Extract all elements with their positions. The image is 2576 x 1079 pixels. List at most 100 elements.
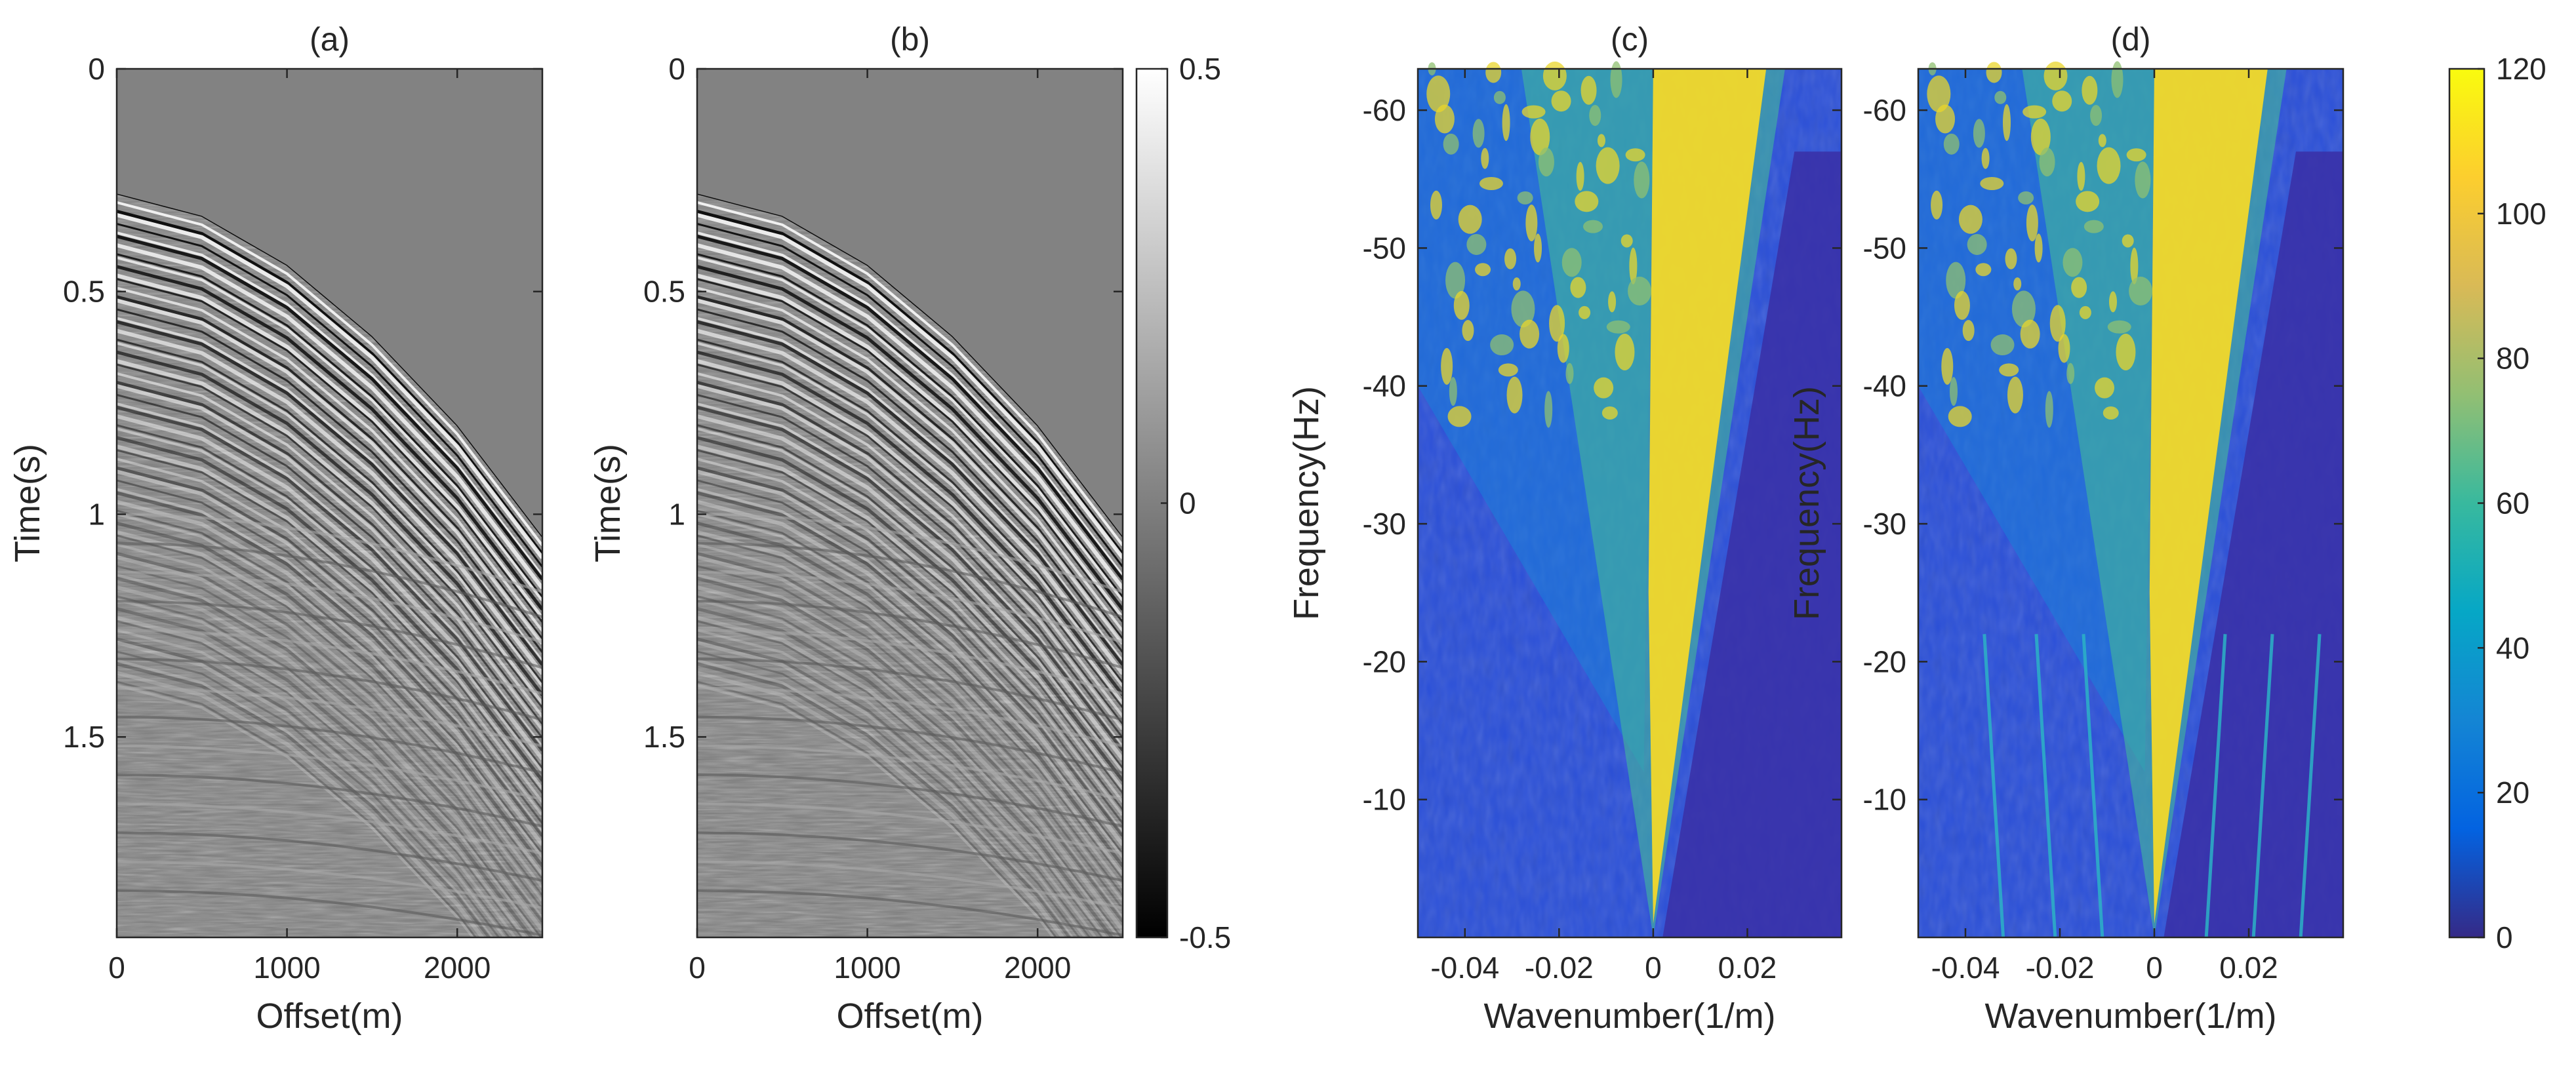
reflection-event bbox=[117, 363, 542, 709]
deep-event bbox=[117, 744, 542, 801]
spectral-speck bbox=[2076, 191, 2100, 212]
deep-event bbox=[697, 570, 1123, 644]
spectral-speck bbox=[2058, 334, 2070, 363]
y-tick-label: 0 bbox=[668, 52, 685, 86]
reflection-event bbox=[117, 444, 542, 791]
reflection-event bbox=[117, 521, 542, 867]
spectral-speck bbox=[1462, 320, 1474, 342]
reflection-event bbox=[117, 466, 542, 812]
spectral-speck bbox=[2098, 134, 2106, 147]
y-axis-label: Frequency(Hz) bbox=[1787, 386, 1826, 620]
spectral-speck bbox=[2103, 406, 2119, 420]
panel-title: (c) bbox=[1611, 21, 1649, 58]
spectral-speck bbox=[2020, 319, 2040, 349]
deep-event bbox=[117, 889, 542, 937]
panel-title: (b) bbox=[890, 21, 930, 58]
spectral-speck bbox=[1449, 377, 1457, 406]
reflection-event bbox=[117, 256, 542, 602]
deep-event bbox=[117, 513, 542, 594]
reflection-event bbox=[697, 393, 1123, 739]
spectral-speck bbox=[1597, 134, 1605, 147]
spectral-speck bbox=[2005, 248, 2017, 269]
reflection-event bbox=[117, 223, 542, 568]
reflection-event bbox=[117, 393, 542, 739]
aliased-event bbox=[1982, 634, 2005, 938]
spectral-speck bbox=[1589, 105, 1601, 127]
reflection-event bbox=[697, 193, 1123, 538]
reflection-event bbox=[697, 342, 1123, 687]
deep-event bbox=[117, 629, 542, 695]
reflection-event bbox=[697, 383, 1123, 730]
reflection-event bbox=[117, 212, 542, 559]
reflection-event bbox=[117, 659, 542, 938]
spectral-speck bbox=[1606, 320, 1630, 334]
reflection-event bbox=[117, 616, 542, 938]
spectral-speck bbox=[1634, 161, 1650, 199]
seismic-body bbox=[697, 193, 1123, 938]
reflection-event bbox=[697, 491, 1123, 837]
reflection-event bbox=[697, 295, 1123, 641]
reflection-event bbox=[697, 235, 1123, 581]
reflection-event bbox=[697, 573, 1123, 919]
spectral-speck bbox=[2043, 61, 2068, 90]
reflection-event bbox=[117, 551, 542, 898]
spectral-speck bbox=[1999, 363, 2019, 377]
deep-event bbox=[117, 860, 542, 909]
reflection-event bbox=[697, 469, 1123, 816]
reflection-event bbox=[697, 338, 1123, 684]
deep-event bbox=[697, 541, 1123, 618]
spectral-speck bbox=[1426, 75, 1451, 113]
reflection-event bbox=[697, 449, 1123, 794]
deep-event bbox=[697, 629, 1123, 695]
colorbar-tick-label: -0.5 bbox=[1179, 920, 1231, 954]
reflection-event bbox=[117, 637, 542, 938]
spectral-speck bbox=[2097, 147, 2121, 184]
reflection-event bbox=[117, 320, 542, 666]
colorbar-tick-label: 120 bbox=[2496, 52, 2546, 86]
spectral-speck bbox=[2111, 61, 2123, 98]
spectral-speck bbox=[1935, 104, 1956, 134]
x-tick-label: -0.04 bbox=[1430, 951, 1499, 985]
peak-energy-wedge bbox=[1648, 69, 1767, 924]
spectral-speck bbox=[1950, 377, 1958, 406]
reflection-event bbox=[697, 201, 1123, 547]
aliased-event bbox=[2082, 634, 2104, 938]
spectral-speck bbox=[1519, 319, 1540, 349]
spectral-speck bbox=[2052, 90, 2072, 112]
reflection-event bbox=[697, 662, 1123, 938]
spectral-speck bbox=[2066, 363, 2075, 384]
colorbar-tick-label: 0 bbox=[2496, 920, 2513, 954]
x-axis-label: Wavenumber(1/m) bbox=[1483, 996, 1775, 1036]
spectral-speck bbox=[1466, 233, 1487, 255]
reflection-event bbox=[697, 298, 1123, 645]
spectral-speck bbox=[1973, 119, 1985, 148]
y-axis-label: Time(s) bbox=[588, 444, 628, 562]
x-axis-label: Offset(m) bbox=[836, 996, 983, 1036]
spectral-speck bbox=[1561, 248, 1582, 277]
spectral-speck bbox=[1625, 148, 1645, 162]
reflection-event bbox=[117, 201, 542, 547]
y-tick-label: -10 bbox=[1363, 783, 1406, 817]
reflection-event bbox=[697, 444, 1123, 791]
reflection-event bbox=[697, 273, 1123, 620]
spectral-speck bbox=[1927, 75, 1951, 113]
reflection-event bbox=[697, 629, 1123, 938]
x-tick-label: 2000 bbox=[424, 951, 491, 985]
y-tick-label: 0.5 bbox=[63, 275, 105, 309]
axes-box bbox=[1417, 68, 1843, 939]
reflection-event bbox=[697, 513, 1123, 858]
spectral-speck bbox=[1990, 334, 2015, 356]
reflection-event bbox=[117, 534, 542, 880]
colorbar-tick-label: 100 bbox=[2496, 197, 2546, 231]
y-tick-label: 1 bbox=[668, 497, 685, 531]
deep-event bbox=[697, 889, 1123, 937]
x-axis-label: Offset(m) bbox=[256, 996, 403, 1036]
panel-title: (d) bbox=[2110, 21, 2150, 58]
spectral-speck bbox=[2003, 104, 2011, 142]
spectral-speck bbox=[1962, 320, 1975, 342]
spectral-speck bbox=[1594, 377, 1614, 399]
axes-box bbox=[696, 68, 1124, 939]
deep-event bbox=[697, 744, 1123, 801]
panel-d: -0.04 -0.02 0 0.02 -60 -50 -40 -30 -20 -10 (d) Wave… bbox=[1787, 21, 2546, 1036]
y-tick-label: -40 bbox=[1863, 369, 1906, 403]
